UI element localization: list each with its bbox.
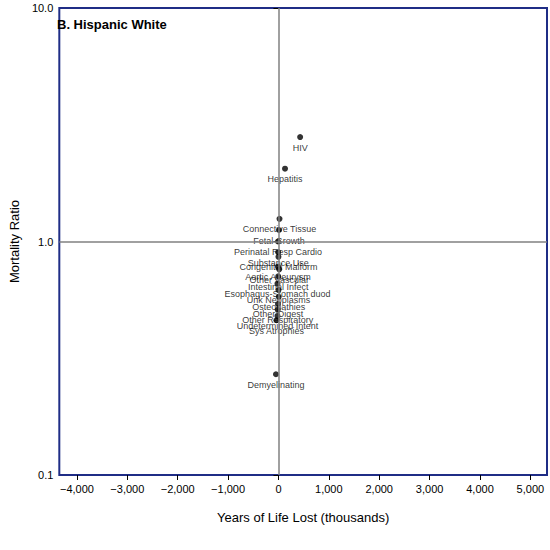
svg-text:Years of Life Lost (thousands): Years of Life Lost (thousands) [217, 510, 389, 525]
svg-text:1.0: 1.0 [38, 236, 53, 248]
svg-text:Esophagus-Stomach duod: Esophagus-Stomach duod [224, 289, 331, 300]
svg-text:Undetermined Intent: Undetermined Intent [237, 321, 319, 331]
svg-text:Fetal Growth: Fetal Growth [253, 235, 305, 246]
svg-text:5,000: 5,000 [517, 483, 545, 495]
svg-text:Congenital Malform: Congenital Malform [239, 262, 318, 273]
svg-text:Connective Tissue: Connective Tissue [242, 224, 317, 235]
svg-text:HIV: HIV [293, 143, 308, 153]
svg-text:−4,000: −4,000 [60, 483, 94, 495]
svg-text:Other Respiratory: Other Respiratory [242, 315, 314, 326]
svg-text:2,000: 2,000 [365, 483, 393, 495]
svg-text:3,000: 3,000 [416, 483, 444, 495]
svg-text:Perinatal Resp Cardio: Perinatal Resp Cardio [234, 247, 322, 257]
svg-text:Mortality Ratio: Mortality Ratio [7, 200, 22, 283]
svg-text:−2,000: −2,000 [161, 483, 195, 495]
svg-text:0: 0 [275, 483, 281, 495]
svg-text:Hepatitis: Hepatitis [268, 174, 304, 184]
svg-text:−1,000: −1,000 [211, 483, 245, 495]
svg-text:4,000: 4,000 [466, 483, 494, 495]
svg-text:−3,000: −3,000 [110, 483, 144, 495]
svg-text:1,000: 1,000 [315, 483, 343, 495]
svg-text:10.0: 10.0 [32, 2, 53, 14]
svg-text:0.1: 0.1 [38, 469, 53, 481]
svg-text:B. Hispanic White: B. Hispanic White [57, 17, 167, 32]
svg-text:Demyelinating: Demyelinating [247, 380, 304, 390]
